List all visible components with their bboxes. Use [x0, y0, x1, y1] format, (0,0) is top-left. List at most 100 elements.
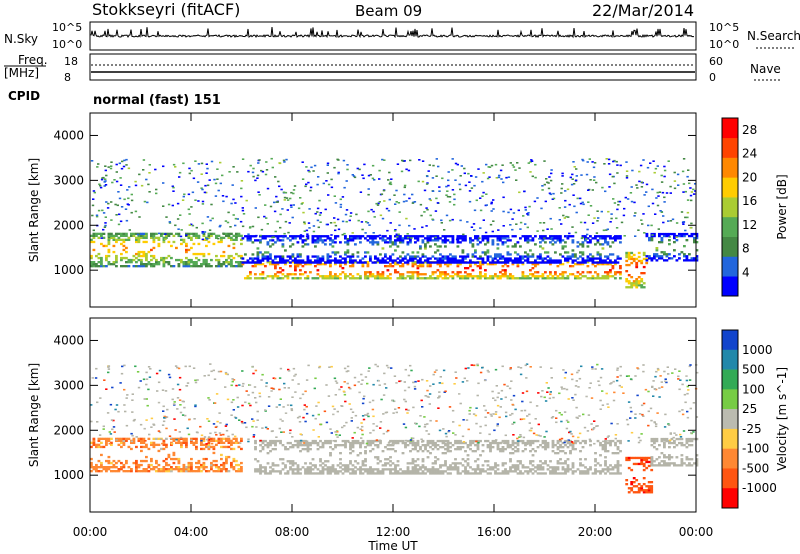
power-cell	[451, 237, 455, 240]
power-cell	[464, 257, 467, 260]
velocity-cell	[314, 439, 317, 443]
power-cell	[281, 239, 285, 242]
velocity-cell	[534, 450, 537, 453]
velocity-cell	[341, 439, 345, 443]
power-cell	[182, 238, 186, 242]
velocity-cell	[642, 402, 646, 405]
power-cell	[95, 215, 99, 218]
velocity-cell	[679, 433, 682, 436]
velocity-cell	[336, 472, 340, 475]
power-cell	[374, 241, 377, 244]
power-cell	[359, 259, 362, 262]
power-cell	[120, 258, 123, 262]
velocity-cell	[504, 439, 507, 443]
power-cell	[477, 168, 480, 170]
power-cell	[556, 235, 560, 238]
power-cell	[162, 232, 166, 236]
velocity-cell	[394, 450, 397, 453]
power-cell	[381, 277, 385, 280]
velocity-cell	[247, 394, 250, 396]
velocity-cell	[317, 436, 320, 438]
power-cell	[492, 199, 495, 201]
velocity-cell	[429, 441, 432, 445]
power-cell	[265, 161, 268, 163]
velocity-cell	[256, 460, 260, 463]
velocity-cell	[107, 468, 111, 471]
power-cell	[451, 261, 455, 264]
power-cell	[365, 221, 368, 223]
power-cell	[364, 261, 367, 264]
velocity-cell	[389, 444, 392, 447]
velocity-cell	[669, 432, 672, 434]
velocity-cell	[135, 466, 138, 469]
velocity-cell	[406, 470, 410, 473]
power-cell	[115, 214, 118, 216]
velocity-cell	[190, 466, 193, 469]
power-cell	[541, 237, 545, 240]
power-cell	[575, 168, 578, 170]
velocity-cell	[259, 470, 262, 473]
power-cell	[642, 282, 646, 285]
velocity-cell	[115, 404, 119, 406]
velocity-cell	[668, 454, 671, 457]
power-cell	[607, 158, 611, 161]
velocity-cell	[459, 462, 462, 465]
velocity-cell	[493, 429, 496, 432]
velocity-cell	[384, 462, 387, 465]
power-cell	[657, 228, 660, 230]
power-cell	[122, 165, 126, 168]
power-cell	[526, 277, 530, 280]
power-cell	[228, 171, 231, 173]
power-cell	[444, 255, 447, 258]
velocity-cell	[197, 461, 201, 465]
power-cell	[90, 254, 93, 258]
velocity-cell	[516, 437, 519, 440]
power-cell	[451, 277, 455, 280]
power-cell	[361, 228, 364, 231]
power-cell	[593, 176, 596, 178]
velocity-cell	[330, 432, 333, 434]
power-cell	[326, 253, 330, 256]
velocity-cell	[514, 466, 517, 469]
power-cell	[435, 197, 438, 200]
velocity-cell	[481, 444, 485, 447]
velocity-cell	[555, 409, 558, 412]
power-cell	[686, 216, 689, 219]
velocity-cell	[356, 441, 360, 445]
power-cell	[404, 237, 407, 240]
power-cell	[499, 237, 502, 240]
velocity-cell	[678, 410, 681, 413]
velocity-cell	[112, 466, 116, 469]
velocity-cell	[102, 468, 106, 471]
power-cell	[436, 269, 440, 272]
velocity-cell	[576, 371, 579, 374]
velocity-cell	[135, 459, 138, 463]
velocity-cell	[306, 444, 310, 447]
velocity-cell	[395, 382, 398, 384]
power-cell	[369, 273, 372, 276]
power-cell	[344, 235, 347, 238]
power-cell	[649, 162, 652, 164]
velocity-cell	[396, 470, 400, 473]
velocity-cell	[519, 435, 523, 438]
power-cell	[216, 168, 219, 170]
power-cell	[591, 261, 595, 264]
power-cell	[107, 232, 111, 236]
power-cell	[481, 251, 485, 254]
power-cell	[384, 239, 387, 242]
velocity-cell	[264, 426, 268, 429]
velocity-cell	[210, 445, 213, 449]
power-cell	[499, 275, 502, 278]
power-cell	[670, 232, 674, 236]
velocity-cell	[544, 460, 547, 463]
power-cell	[499, 261, 502, 264]
power-cell	[386, 277, 390, 280]
velocity-cell	[227, 435, 230, 438]
power-cell	[427, 170, 430, 172]
velocity-cell	[469, 472, 472, 475]
velocity-cell	[346, 439, 350, 443]
power-cell	[115, 238, 118, 242]
power-cell	[504, 259, 507, 262]
freq-unit: [MHz]	[4, 66, 40, 80]
power-cell	[256, 253, 260, 256]
